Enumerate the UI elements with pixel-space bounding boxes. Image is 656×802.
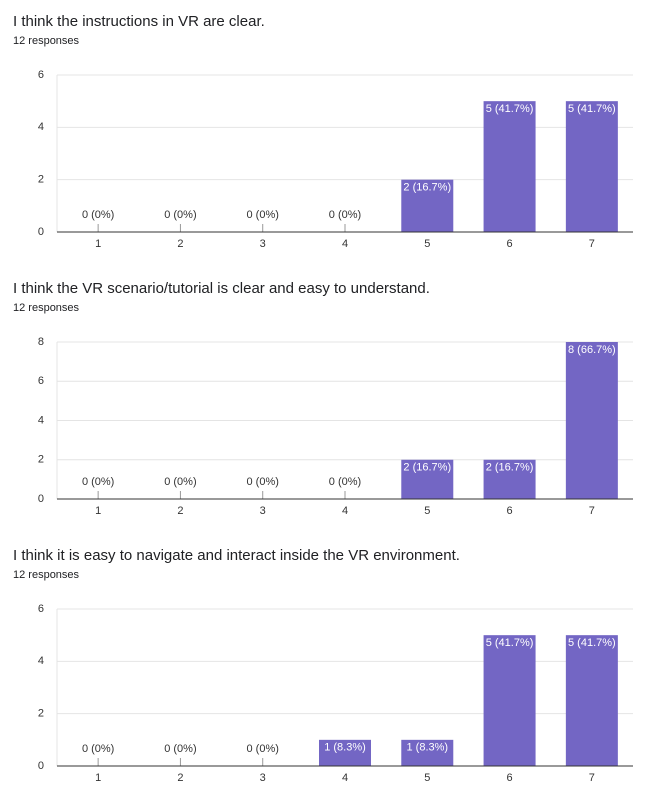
chart-title: I think the VR scenario/tutorial is clea… [13, 280, 430, 297]
bar [565, 635, 618, 766]
x-tick-label: 7 [589, 238, 595, 250]
bar [565, 342, 618, 499]
value-label: 2 (16.7%) [486, 462, 534, 474]
y-tick-label: 0 [38, 760, 44, 772]
chart-subtitle: 12 responses [13, 35, 80, 47]
value-label: 0 (0%) [82, 743, 114, 755]
value-label: 1 (8.3%) [406, 742, 448, 754]
bar [401, 459, 454, 499]
y-tick-label: 2 [38, 174, 44, 186]
value-label: 5 (41.7%) [568, 637, 616, 649]
x-tick-label: 6 [507, 238, 513, 250]
x-tick-label: 5 [424, 772, 430, 784]
x-tick-label: 1 [95, 238, 101, 250]
chart-title: I think the instructions in VR are clear… [13, 13, 265, 30]
x-tick-label: 3 [260, 238, 266, 250]
value-label: 0 (0%) [329, 209, 361, 221]
value-label: 0 (0%) [164, 209, 196, 221]
x-tick-label: 4 [342, 772, 348, 784]
value-label: 5 (41.7%) [486, 637, 534, 649]
y-tick-label: 4 [38, 414, 44, 426]
y-tick-label: 0 [38, 493, 44, 505]
bar [483, 101, 536, 233]
x-tick-label: 1 [95, 505, 101, 517]
value-label: 0 (0%) [247, 743, 279, 755]
x-tick-label: 7 [589, 505, 595, 517]
chart-title: I think it is easy to navigate and inter… [13, 547, 460, 564]
value-label: 0 (0%) [164, 476, 196, 488]
bar [483, 459, 536, 499]
y-tick-label: 6 [38, 375, 44, 387]
value-label: 8 (66.7%) [568, 344, 616, 356]
value-label: 5 (41.7%) [486, 103, 534, 115]
x-tick-label: 1 [95, 772, 101, 784]
value-label: 0 (0%) [164, 743, 196, 755]
value-label: 0 (0%) [82, 476, 114, 488]
value-label: 0 (0%) [247, 209, 279, 221]
x-tick-label: 4 [342, 238, 348, 250]
x-tick-label: 4 [342, 505, 348, 517]
x-tick-label: 2 [177, 505, 183, 517]
y-tick-label: 2 [38, 454, 44, 466]
x-tick-label: 6 [507, 772, 513, 784]
value-label: 0 (0%) [82, 209, 114, 221]
x-tick-label: 5 [424, 238, 430, 250]
x-tick-label: 6 [507, 505, 513, 517]
chart-subtitle: 12 responses [13, 302, 80, 314]
y-tick-label: 0 [38, 226, 44, 238]
bar [401, 739, 454, 766]
x-tick-label: 2 [177, 772, 183, 784]
y-tick-label: 6 [38, 69, 44, 81]
value-label: 1 (8.3%) [324, 742, 366, 754]
bar [319, 739, 371, 766]
value-label: 2 (16.7%) [403, 462, 451, 474]
y-tick-label: 6 [38, 603, 44, 615]
x-tick-label: 3 [260, 505, 266, 517]
x-tick-label: 2 [177, 238, 183, 250]
y-tick-label: 8 [38, 336, 44, 348]
bar [565, 101, 618, 233]
value-label: 5 (41.7%) [568, 103, 616, 115]
y-tick-label: 4 [38, 121, 44, 133]
x-tick-label: 3 [260, 772, 266, 784]
value-label: 0 (0%) [329, 476, 361, 488]
y-tick-label: 4 [38, 655, 44, 667]
chart-subtitle: 12 responses [13, 569, 80, 581]
x-tick-label: 5 [424, 505, 430, 517]
bar [483, 635, 536, 766]
value-label: 0 (0%) [247, 476, 279, 488]
bar [401, 179, 454, 232]
x-tick-label: 7 [589, 772, 595, 784]
y-tick-label: 2 [38, 708, 44, 720]
value-label: 2 (16.7%) [403, 182, 451, 194]
